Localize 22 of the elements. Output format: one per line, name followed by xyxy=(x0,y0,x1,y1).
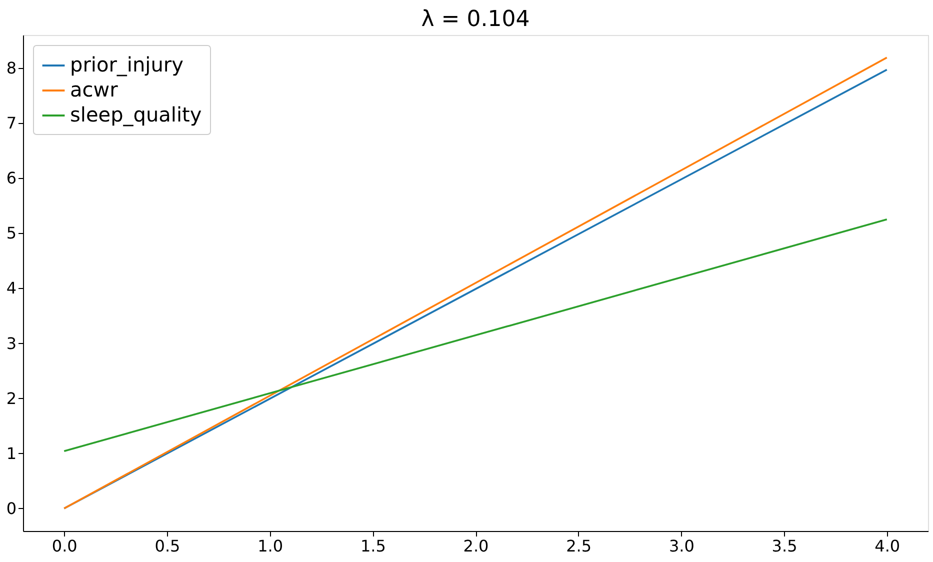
x-tick-label: 4.0 xyxy=(874,536,900,556)
x-tick-label: 1.0 xyxy=(258,536,284,556)
x-tick-label: 2.5 xyxy=(566,536,592,556)
x-tick-label: 0.5 xyxy=(154,536,180,556)
y-tick-label: 0 xyxy=(6,498,16,518)
y-tick-label: 5 xyxy=(6,224,16,243)
legend-label: prior_injury xyxy=(70,52,184,76)
y-tick-label: 8 xyxy=(6,58,16,78)
x-tick-label: 3.5 xyxy=(772,536,798,556)
x-tick-label: 0.0 xyxy=(52,536,78,556)
x-tick-label: 3.0 xyxy=(668,536,694,556)
chart-title: λ = 0.104 xyxy=(421,7,530,32)
y-tick-label: 1 xyxy=(6,444,16,463)
y-tick-label: 3 xyxy=(6,334,16,353)
y-tick-label: 4 xyxy=(6,278,16,298)
y-tick-label: 2 xyxy=(6,388,16,408)
y-tick-label: 7 xyxy=(6,114,16,133)
legend-label: sleep_quality xyxy=(70,102,202,126)
x-tick-label: 2.0 xyxy=(463,536,489,556)
x-tick-label: 1.5 xyxy=(360,536,386,556)
y-tick-label: 6 xyxy=(6,168,16,188)
legend-label: acwr xyxy=(70,78,119,102)
